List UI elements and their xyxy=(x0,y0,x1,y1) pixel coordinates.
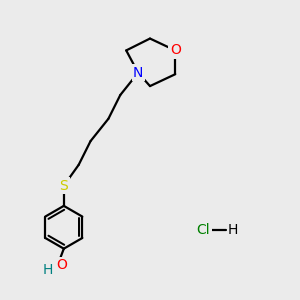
Text: N: N xyxy=(133,66,143,80)
Text: O: O xyxy=(56,258,67,272)
Text: O: O xyxy=(170,44,181,57)
Text: H: H xyxy=(43,263,53,278)
Text: H: H xyxy=(228,223,238,237)
Text: S: S xyxy=(59,179,68,193)
Text: Cl: Cl xyxy=(197,223,210,237)
